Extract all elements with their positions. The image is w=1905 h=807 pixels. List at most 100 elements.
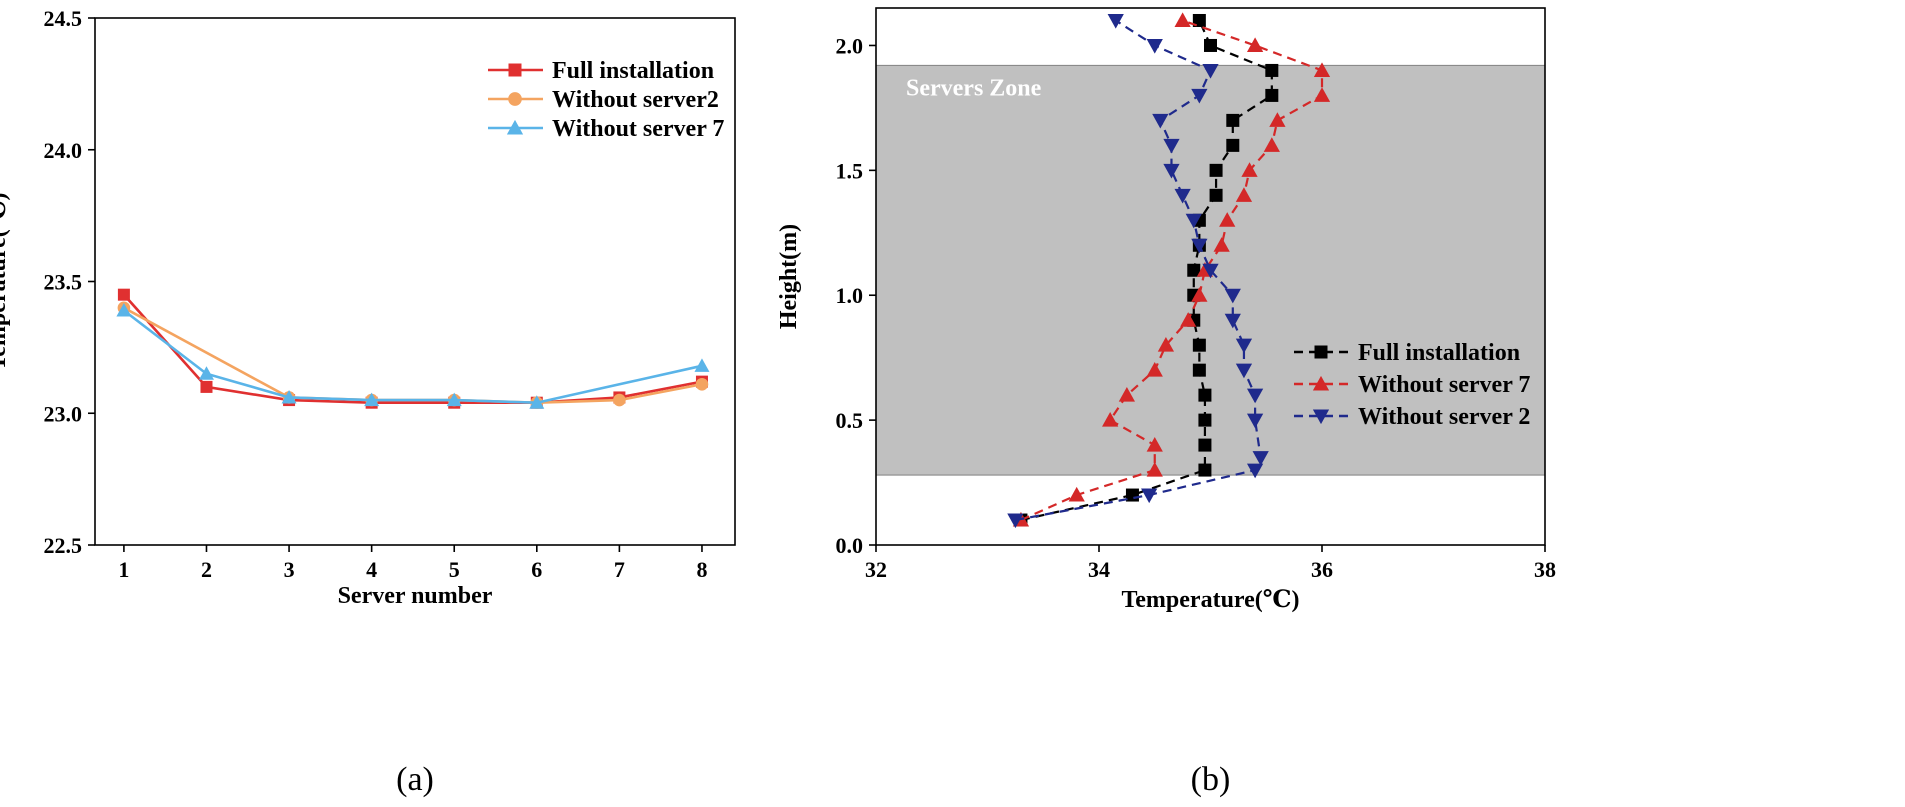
y-axis-title: Temperature(℃) [0, 192, 11, 370]
data-point [1246, 413, 1264, 429]
y-tick-label: 23.5 [44, 270, 83, 295]
series-line [122, 293, 703, 405]
data-point [1226, 113, 1240, 127]
data-point [1313, 62, 1331, 77]
data-point [1265, 63, 1279, 77]
data-point [117, 288, 130, 301]
y-axis-title: Height(m) [776, 224, 802, 329]
data-point [1252, 451, 1269, 466]
data-point [1157, 337, 1175, 352]
legend-marker [508, 63, 522, 77]
data-point [1269, 112, 1286, 127]
data-point [1007, 513, 1024, 529]
data-point [1180, 312, 1197, 327]
data-point [1192, 363, 1206, 377]
data-point [1235, 363, 1253, 379]
data-point [1125, 488, 1139, 502]
chart-a: 1 2 3 4 5 6 7 8 22.5 23.0 23.5 24.0 24.5 Server numbe… [0, 6, 736, 798]
legend-label: Without server 2 [1358, 404, 1530, 430]
data-point [446, 392, 462, 407]
x-axis: 32 34 36 38 [865, 545, 1556, 582]
data-point [200, 380, 213, 393]
legend-marker [506, 119, 524, 135]
servers-zone-label: Servers Zone [906, 75, 1042, 101]
data-point [613, 393, 626, 407]
data-point [1118, 387, 1135, 402]
data-point [1246, 37, 1264, 52]
series-line [1015, 19, 1262, 522]
data-point [1185, 213, 1202, 229]
data-point [1163, 138, 1180, 154]
y-tick-label: 1.5 [836, 158, 864, 183]
data-point [1102, 411, 1119, 427]
data-point [1107, 13, 1124, 29]
data-point [1235, 338, 1253, 354]
legend: Full installation Without server 7 Without… [1294, 340, 1530, 430]
x-tick-label: 2 [201, 557, 212, 582]
plot-frame [875, 7, 1546, 546]
data-point [1141, 488, 1158, 504]
chart-b: Servers Zone 32 34 36 38 0.0 0.5 1.0 1.5 2.0 Tempe… [776, 7, 1556, 798]
data-point [1192, 338, 1206, 352]
y-axis: 0.0 0.5 1.0 1.5 2.0 [836, 33, 876, 558]
legend-label: Without server2 [552, 87, 719, 113]
legend-marker [1312, 375, 1330, 391]
data-point [1068, 486, 1085, 502]
data-point [364, 392, 380, 407]
series-2 [1012, 12, 1331, 527]
data-point [1235, 187, 1253, 202]
data-point [1204, 38, 1217, 52]
data-point [1191, 88, 1208, 104]
data-point [1152, 113, 1169, 129]
panel-label: (b) [1191, 761, 1231, 798]
data-point [1146, 362, 1163, 377]
data-point [1313, 87, 1331, 102]
series-3 [1007, 13, 1269, 529]
data-point [1146, 38, 1163, 54]
data-point [1146, 461, 1163, 477]
y-tick-label: 1.0 [836, 283, 864, 308]
y-tick-label: 0.0 [836, 533, 864, 558]
y-tick-label: 24.0 [44, 138, 83, 163]
x-tick-label: 1 [118, 557, 129, 582]
x-tick-label: 8 [696, 557, 707, 582]
legend-marker [1314, 345, 1328, 359]
series-line [1020, 19, 1324, 522]
data-point [116, 302, 132, 317]
y-tick-label: 24.5 [44, 6, 83, 31]
data-point [1202, 63, 1219, 79]
y-tick-label: 22.5 [44, 533, 83, 558]
legend-label: Full installation [1358, 340, 1520, 366]
data-point [1187, 263, 1201, 277]
data-point [198, 366, 214, 380]
data-point [1174, 188, 1191, 204]
data-point [1213, 237, 1230, 252]
x-tick-label: 4 [366, 557, 377, 582]
data-point [1265, 88, 1279, 102]
x-axis-title: Server number [338, 583, 493, 609]
data-point [1191, 238, 1208, 254]
data-point [1198, 463, 1212, 477]
x-tick-label: 6 [531, 557, 542, 582]
data-point [1202, 263, 1219, 279]
data-point [1192, 13, 1206, 27]
data-point [695, 377, 709, 391]
legend-label: Without server 7 [552, 116, 724, 142]
panel-label: (a) [396, 761, 434, 798]
data-point [1209, 188, 1223, 202]
x-tick-label: 32 [865, 557, 887, 582]
x-axis: 1 2 3 4 5 6 7 8 [118, 545, 707, 582]
legend: Full installation Without server2 Without … [488, 58, 724, 142]
legend-marker [1312, 409, 1330, 425]
data-point [1226, 138, 1240, 152]
data-point [1263, 137, 1280, 152]
legend-marker [508, 92, 522, 106]
legend-label: Full installation [552, 58, 714, 84]
data-point [1198, 388, 1212, 402]
data-point [1224, 288, 1241, 304]
data-point [529, 395, 545, 409]
data-point [1198, 413, 1212, 427]
series-1 [117, 288, 708, 409]
x-tick-label: 5 [449, 557, 460, 582]
